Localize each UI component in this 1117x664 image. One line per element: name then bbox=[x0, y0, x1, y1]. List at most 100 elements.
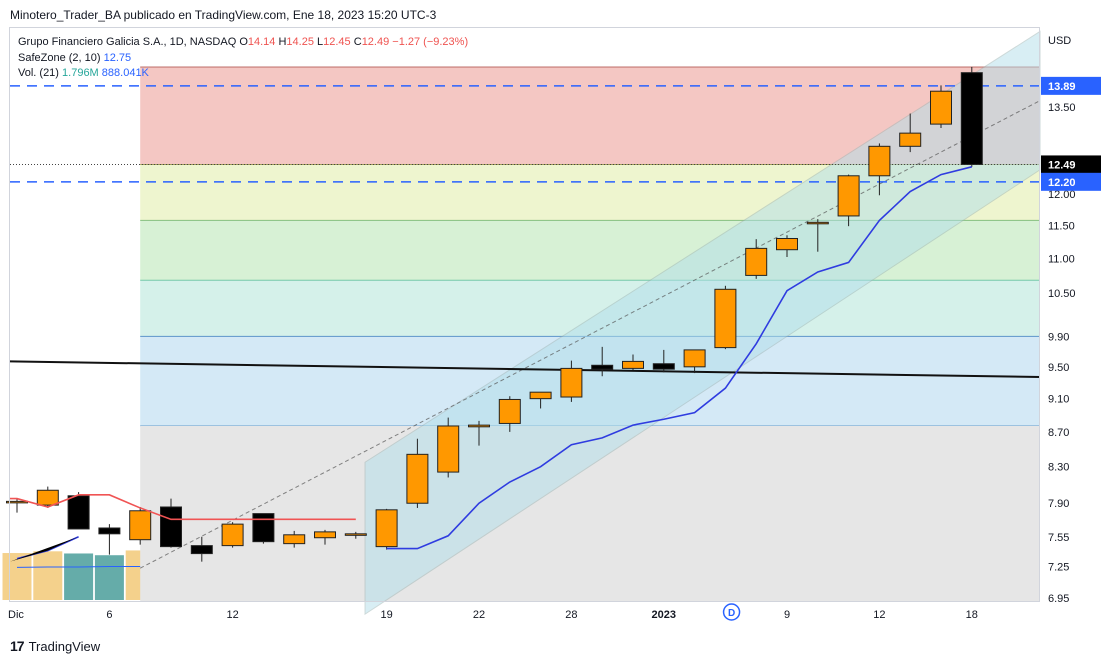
candle-body bbox=[591, 364, 614, 370]
safezone-stop-line bbox=[10, 494, 356, 521]
candle bbox=[529, 391, 552, 409]
candle-body bbox=[714, 288, 737, 349]
volume-legend[interactable]: Vol. (21) 1.796M 888.041K bbox=[18, 67, 149, 79]
candle-body bbox=[529, 391, 552, 400]
candle-body bbox=[930, 90, 952, 125]
lines-layer bbox=[9, 85, 1041, 379]
candle bbox=[960, 66, 983, 167]
channel-median-line bbox=[139, 100, 1041, 569]
candle bbox=[622, 354, 644, 370]
candle-body bbox=[498, 398, 521, 424]
candle bbox=[899, 113, 922, 153]
high-value: 14.25 bbox=[286, 36, 314, 48]
x-tick-label: 9 bbox=[784, 609, 790, 621]
candle-body bbox=[960, 72, 983, 165]
x-tick-label: 19 bbox=[380, 609, 392, 621]
volume-bar bbox=[2, 553, 32, 600]
brand-label: TradingView bbox=[28, 638, 101, 654]
candle bbox=[652, 349, 675, 373]
candle-body bbox=[622, 360, 644, 369]
candle-body bbox=[652, 363, 675, 370]
x-tick-label: 18 bbox=[966, 609, 978, 621]
candle-body bbox=[36, 489, 59, 506]
candlestick-chart[interactable]: D USD 13.50 12.00 11.50 11.00 10.50 9.90 9.50 9.… bbox=[0, 27, 1117, 627]
volume-ma-value: 888.041K bbox=[101, 67, 149, 79]
volume-bar bbox=[64, 553, 94, 600]
candle bbox=[468, 420, 490, 446]
open-value: 14.14 bbox=[247, 36, 276, 48]
close-label: C bbox=[353, 36, 362, 48]
candle bbox=[129, 506, 152, 545]
candle-body bbox=[375, 509, 398, 548]
y-tick-label: 6.95 bbox=[1048, 593, 1069, 605]
candle-body bbox=[899, 132, 922, 147]
candle-body bbox=[776, 237, 798, 251]
candle-body bbox=[129, 510, 152, 541]
x-tick-label: 12 bbox=[873, 609, 885, 621]
safezone-start bbox=[10, 536, 79, 562]
candle bbox=[591, 346, 614, 377]
upper-level-badge-bg bbox=[1041, 76, 1101, 95]
symbol-label: Grupo Financiero Galicia S.A., 1D, NASDA… bbox=[18, 36, 237, 48]
candle bbox=[98, 524, 121, 555]
symbol-legend: Grupo Financiero Galicia S.A., 1D, NASDA… bbox=[18, 36, 468, 48]
x-tick-label: 12 bbox=[226, 609, 238, 621]
publisher-line: Minotero_Trader_BA publicado en TradingV… bbox=[10, 8, 437, 22]
y-tick-label: 11.50 bbox=[1048, 221, 1075, 233]
candle-body bbox=[160, 506, 182, 548]
lower-level-badge: 12.20 bbox=[1048, 177, 1076, 189]
candle-body bbox=[98, 527, 121, 535]
candle-body bbox=[745, 247, 768, 276]
candle-body bbox=[314, 531, 336, 539]
x-tick-label: 28 bbox=[565, 609, 577, 621]
candle bbox=[930, 85, 952, 129]
channel-layer bbox=[139, 30, 1041, 616]
candle-body bbox=[221, 523, 244, 547]
candle bbox=[314, 529, 336, 545]
volume-bar bbox=[33, 551, 63, 600]
low-value: 12.45 bbox=[323, 36, 351, 48]
candle bbox=[868, 143, 891, 196]
dividend-marker-icon: D bbox=[722, 603, 741, 621]
candle bbox=[221, 522, 244, 548]
currency-label: USD bbox=[1048, 35, 1071, 47]
candle bbox=[498, 396, 521, 432]
safezone-label: SafeZone (2, 10) bbox=[18, 52, 101, 64]
candle bbox=[36, 486, 59, 508]
candle bbox=[190, 536, 213, 562]
candle-body bbox=[67, 495, 90, 530]
y-tick-label: 13.50 bbox=[1048, 102, 1076, 114]
candle bbox=[406, 438, 429, 508]
candle bbox=[344, 531, 367, 539]
y-tick-label: 9.90 bbox=[1048, 331, 1069, 343]
tradingview-logo-icon: 17 bbox=[10, 638, 25, 654]
candle bbox=[714, 285, 737, 350]
candle-body bbox=[283, 534, 306, 545]
candle bbox=[806, 219, 829, 252]
volume-value: 1.796M bbox=[62, 67, 99, 79]
y-tick-label: 11.00 bbox=[1048, 253, 1075, 265]
candles-layer bbox=[6, 66, 983, 562]
lower-level-badge-bg bbox=[1041, 172, 1101, 191]
x-tick-label: 22 bbox=[473, 609, 485, 621]
candle-body bbox=[406, 453, 429, 504]
safezone-legend[interactable]: SafeZone (2, 10) 12.75 bbox=[18, 52, 131, 64]
y-tick-label: 8.30 bbox=[1048, 462, 1069, 474]
change-value: −1.27 (−9.23%) bbox=[392, 36, 469, 48]
candle bbox=[437, 417, 460, 478]
x-tick-label: 6 bbox=[106, 609, 112, 621]
price-channel bbox=[364, 30, 1041, 616]
price-badge: 12.49 bbox=[1048, 159, 1076, 171]
candle-body bbox=[252, 513, 275, 543]
open-label: O bbox=[239, 36, 248, 48]
tradingview-footer[interactable]: 17 TradingView bbox=[10, 638, 100, 654]
candle bbox=[837, 174, 860, 227]
candle-body bbox=[190, 545, 213, 555]
x-tick-label: 2023 bbox=[652, 609, 676, 621]
candle bbox=[283, 530, 306, 548]
y-tick-label: 7.90 bbox=[1048, 498, 1069, 510]
candle bbox=[252, 513, 275, 544]
candle-body bbox=[837, 175, 860, 217]
candle bbox=[776, 235, 798, 258]
candle bbox=[683, 349, 706, 374]
